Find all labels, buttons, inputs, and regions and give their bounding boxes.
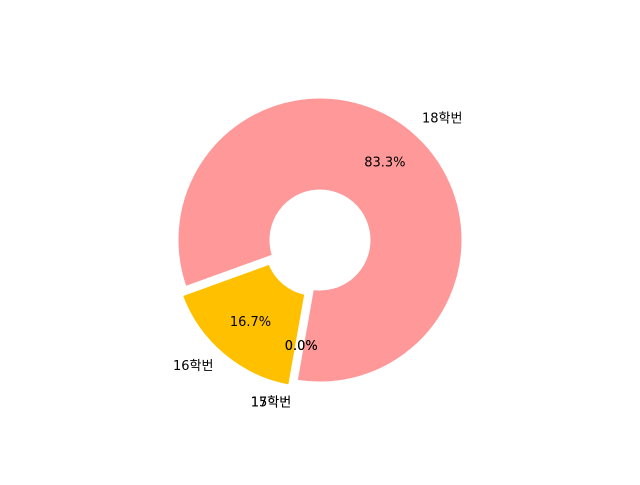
slice-pct-label-1: 16.7% (230, 315, 271, 330)
slice-pct-label-3: 0.0% (285, 339, 318, 354)
slice-pct-label-2: 0.0% (285, 339, 318, 354)
slice-label-0: 18학번 (422, 111, 462, 126)
slice-label-1: 16학번 (173, 359, 213, 374)
slice-label-2: 15학번 (251, 396, 291, 411)
pie-slices (173, 93, 467, 391)
pie-slice-1 (176, 258, 310, 391)
slice-label-3: 17학번 (251, 396, 291, 411)
slice-pct-label-0: 83.3% (364, 155, 405, 170)
pie-slice-0 (173, 93, 467, 387)
